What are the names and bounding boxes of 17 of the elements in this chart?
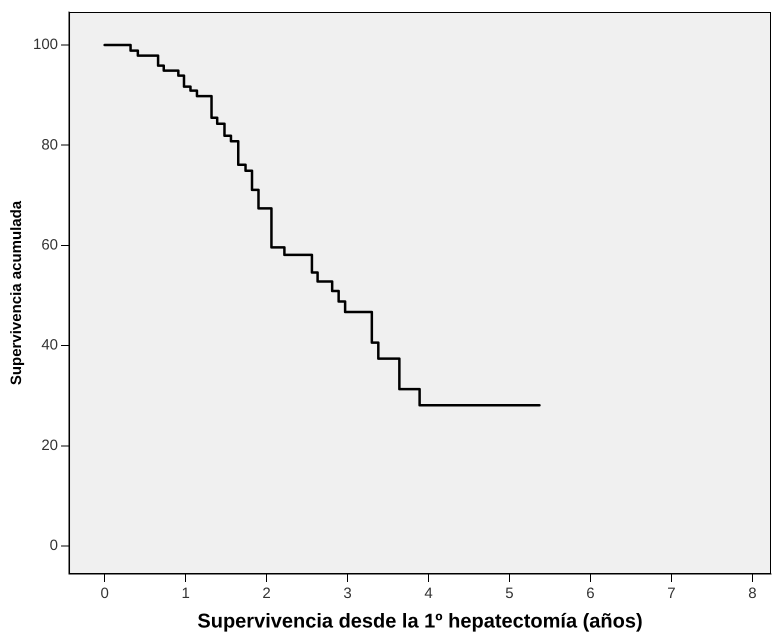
y-axis-title: Supervivencia acumulada bbox=[8, 200, 26, 386]
x-tick-label: 5 bbox=[505, 585, 514, 602]
y-tick-label: 60 bbox=[41, 236, 58, 254]
y-tick-label: 80 bbox=[41, 136, 58, 154]
y-tick-label: 20 bbox=[41, 436, 58, 454]
y-tick-label: 40 bbox=[41, 336, 58, 354]
x-tick-label: 6 bbox=[586, 585, 595, 602]
x-tick-label: 7 bbox=[667, 585, 676, 602]
x-tick-label: 3 bbox=[343, 585, 352, 602]
x-tick-label: 2 bbox=[262, 585, 271, 602]
y-tick-label: 100 bbox=[32, 36, 58, 54]
x-axis-title: Supervivencia desde la 1º hepatectomía (años) bbox=[197, 610, 643, 633]
x-tick-label: 0 bbox=[100, 585, 109, 602]
x-tick-label: 8 bbox=[748, 585, 757, 602]
x-tick-label: 1 bbox=[181, 585, 190, 602]
y-tick-label: 0 bbox=[50, 537, 58, 554]
x-tick-label: 4 bbox=[424, 585, 433, 602]
